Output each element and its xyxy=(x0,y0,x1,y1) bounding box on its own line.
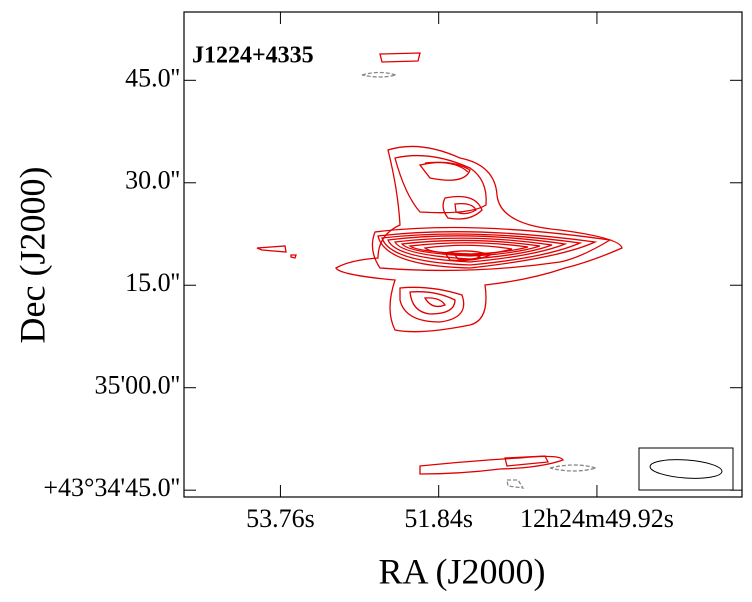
beam xyxy=(649,459,723,479)
x-tick-label: 51.84s xyxy=(404,504,473,533)
x-tick-label: 53.76s xyxy=(246,504,315,533)
y-tick-label: 45.0'' xyxy=(125,63,180,92)
y-tick-label: 35'00.0'' xyxy=(94,371,180,400)
contours xyxy=(256,52,623,489)
y-tick-label: 30.0'' xyxy=(125,166,180,195)
y-tick-label: +43°34'45.0'' xyxy=(43,473,180,502)
beam-box xyxy=(638,447,734,491)
x-tick-label: 12h24m49.92s xyxy=(520,504,674,533)
source-label: J1224+4335 xyxy=(192,43,314,69)
plot-frame xyxy=(183,11,743,498)
y-tick-label: 15.0'' xyxy=(125,268,180,297)
x-axis-label: RA (J2000) xyxy=(378,551,545,591)
y-axis-label: Dec (J2000) xyxy=(12,167,52,344)
